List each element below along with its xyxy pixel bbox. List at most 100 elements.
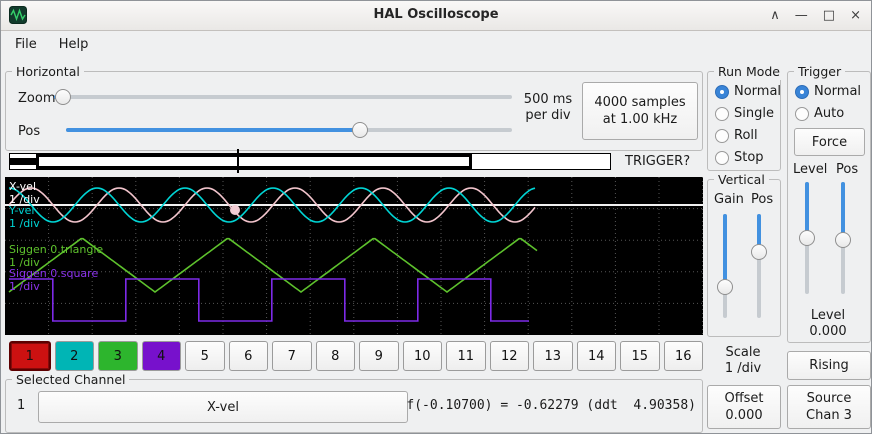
window-title: HAL Oscilloscope: [373, 7, 499, 22]
run-mode-option-normal[interactable]: Normal: [715, 84, 781, 99]
scope-canvas: [5, 177, 704, 335]
run-mode-group-title: Run Mode: [714, 63, 784, 80]
channel-button-4[interactable]: 4: [141, 341, 181, 371]
scope-display: X-vel 1 /div Y-vel 1 /div Siggen 0.triangle 1…: [5, 177, 704, 335]
trigger-pos-knob[interactable]: [835, 232, 851, 249]
timeline-zoom-window[interactable]: [36, 154, 472, 169]
trigger-level-label: Level: [793, 162, 828, 177]
per-div-label: 500 ms per div: [516, 92, 580, 124]
vertical-pos-knob[interactable]: [751, 244, 767, 261]
trigger-level-readout-label: Level: [810, 308, 846, 323]
zoom-slider[interactable]: [54, 88, 512, 106]
zoom-slider-knob[interactable]: [55, 89, 72, 105]
trigger-mode-option-normal[interactable]: Normal: [795, 84, 861, 99]
horizontal-pos-slider[interactable]: [66, 121, 512, 139]
trace-scale: 1 /div: [9, 256, 40, 269]
trigger-source-label: Source: [806, 391, 852, 406]
channel-button-9[interactable]: 9: [359, 341, 399, 371]
trigger-group: Trigger Normal Auto Force Level Pos Level…: [787, 63, 871, 343]
menu-item-file[interactable]: File: [15, 37, 37, 52]
samples-button[interactable]: 4000 samples at 1.00 kHz: [582, 82, 698, 140]
channel-button-10[interactable]: 10: [402, 341, 442, 371]
selected-channel-group: Selected Channel 1 X-vel f(-0.10700) = -…: [5, 371, 703, 433]
gain-slider-fill: [723, 214, 727, 287]
selected-channel-number: 1: [17, 398, 26, 413]
channel-button-14[interactable]: 14: [576, 341, 616, 371]
rising-button[interactable]: Rising: [787, 351, 871, 380]
per-div-value: 500 ms: [523, 92, 573, 107]
channel-button-6[interactable]: 6: [228, 341, 268, 371]
gain-slider[interactable]: [716, 214, 734, 318]
trace-name: Y-vel: [9, 204, 35, 217]
samples-line2: at 1.00 kHz: [602, 112, 678, 127]
trace-name: Siggen 0.square: [9, 267, 99, 280]
vertical-group: Vertical Gain Pos: [707, 171, 781, 337]
menubar: File Help: [5, 32, 98, 57]
horizontal-group-title: Horizontal: [12, 63, 84, 80]
shade-button[interactable]: ∧: [770, 8, 780, 23]
minimize-button[interactable]: —: [794, 8, 808, 23]
pos-slider-fill: [66, 128, 361, 132]
channel-button-3[interactable]: 3: [98, 341, 138, 371]
samples-line1: 4000 samples: [594, 95, 686, 110]
zoom-label: Zoom: [18, 91, 56, 106]
scope-trace-label-2: Y-vel 1 /div: [9, 204, 40, 230]
channel-button-15[interactable]: 15: [620, 341, 660, 371]
channel-button-5[interactable]: 5: [185, 341, 225, 371]
channel-button-8[interactable]: 8: [315, 341, 355, 371]
titlebar: HAL Oscilloscope ∧ — □ ×: [1, 1, 871, 31]
trigger-pos-fill: [841, 182, 845, 241]
channel-button-2[interactable]: 2: [54, 341, 94, 371]
gain-label: Gain: [714, 192, 744, 207]
run-mode-options: Normal Single Roll Stop: [715, 84, 781, 165]
menu-item-help[interactable]: Help: [58, 37, 89, 52]
channel-button-7[interactable]: 7: [272, 341, 312, 371]
pos-slider-knob[interactable]: [352, 122, 369, 138]
channel-button-11[interactable]: 11: [446, 341, 486, 371]
trace-name: X-vel: [9, 180, 36, 193]
run-mode-option-single[interactable]: Single: [715, 106, 781, 121]
vertical-pos-track[interactable]: [757, 214, 761, 318]
zoom-slider-track[interactable]: [54, 95, 512, 99]
trace-scale: 1 /div: [9, 217, 40, 230]
gain-slider-knob[interactable]: [717, 278, 733, 295]
trigger-source-button[interactable]: Source Chan 3: [787, 385, 871, 429]
scope-trace-label-3: Siggen 0.triangle 1 /div: [9, 243, 103, 269]
trace-scale: 1 /div: [9, 280, 40, 293]
force-button[interactable]: Force: [794, 128, 865, 156]
vertical-pos-label: Pos: [751, 192, 774, 207]
radio-icon: [795, 106, 809, 121]
channel-button-1[interactable]: 1: [9, 341, 51, 371]
timeline-bar[interactable]: [9, 153, 611, 170]
channel-button-12[interactable]: 12: [489, 341, 529, 371]
trigger-mode-option-label: Auto: [814, 106, 845, 121]
trigger-mode-option-auto[interactable]: Auto: [795, 106, 861, 121]
channel-button-13[interactable]: 13: [533, 341, 573, 371]
scale-label: Scale: [725, 345, 761, 360]
run-mode-option-stop[interactable]: Stop: [715, 150, 781, 165]
scale-readout: Scale 1 /div: [707, 345, 779, 377]
vertical-pos-slider[interactable]: [750, 214, 768, 318]
run-mode-option-label: Normal: [734, 84, 782, 99]
radio-icon: [715, 128, 729, 143]
trigger-mode-options: Normal Auto: [795, 84, 861, 121]
trigger-position-marker[interactable]: [237, 149, 239, 173]
offset-value: 0.000: [725, 408, 763, 423]
trigger-level-slider[interactable]: [798, 182, 816, 294]
trigger-pos-slider[interactable]: [834, 182, 852, 294]
close-button[interactable]: ×: [850, 8, 861, 23]
maximize-button[interactable]: □: [822, 8, 836, 23]
horizontal-group: Horizontal Zoom Pos 500 ms per div 4000 …: [5, 63, 703, 151]
selected-channel-group-title: Selected Channel: [12, 371, 130, 388]
channel-button-16[interactable]: 16: [663, 341, 703, 371]
run-mode-option-label: Single: [734, 106, 774, 121]
channel-readout: f(-0.10700) = -0.62279 (ddt 4.90358): [406, 398, 696, 413]
trigger-level-knob[interactable]: [799, 230, 815, 246]
trigger-mode-option-label: Normal: [814, 84, 862, 99]
run-mode-option-roll[interactable]: Roll: [715, 128, 781, 143]
offset-button[interactable]: Offset 0.000: [707, 385, 781, 429]
scope-trace-label-4: Siggen 0.square 1 /div: [9, 267, 98, 293]
window-controls: ∧ — □ ×: [770, 1, 861, 30]
scope-trace-label-1: X-vel 1 /div: [9, 180, 40, 206]
channel-name-button[interactable]: X-vel: [38, 391, 408, 423]
